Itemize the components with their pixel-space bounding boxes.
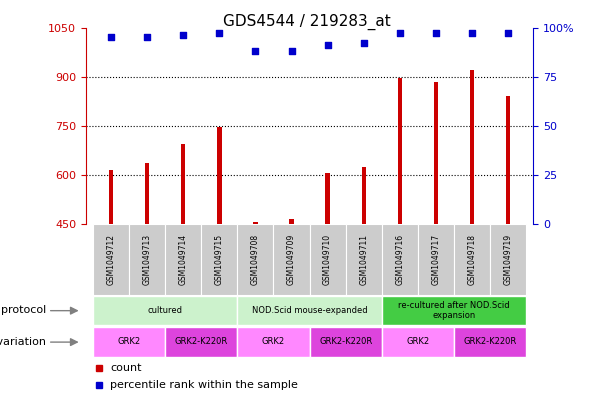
- Text: percentile rank within the sample: percentile rank within the sample: [110, 380, 299, 390]
- Bar: [253, 222, 257, 224]
- Bar: [237, 327, 310, 357]
- Bar: [217, 127, 221, 224]
- Text: GSM1049712: GSM1049712: [107, 234, 116, 285]
- Bar: [93, 224, 129, 295]
- Point: [106, 34, 116, 40]
- Point: [395, 30, 405, 37]
- Bar: [109, 170, 113, 224]
- Point: [287, 48, 297, 54]
- Text: GSM1049708: GSM1049708: [251, 234, 260, 285]
- Bar: [326, 173, 330, 224]
- Text: GSM1049713: GSM1049713: [143, 234, 151, 285]
- Point: [431, 30, 441, 37]
- Bar: [398, 78, 402, 224]
- Text: GSM1049717: GSM1049717: [432, 234, 440, 285]
- Text: GRK2: GRK2: [118, 338, 141, 346]
- Text: GSM1049714: GSM1049714: [179, 234, 188, 285]
- Bar: [166, 224, 201, 295]
- Bar: [454, 224, 490, 295]
- Bar: [145, 163, 150, 224]
- Text: GSM1049711: GSM1049711: [359, 234, 368, 285]
- Bar: [273, 224, 310, 295]
- Text: GSM1049718: GSM1049718: [468, 234, 476, 285]
- Bar: [382, 327, 454, 357]
- Bar: [201, 224, 237, 295]
- Bar: [93, 327, 166, 357]
- Bar: [382, 296, 526, 325]
- Point: [322, 42, 332, 48]
- Text: genotype/variation: genotype/variation: [0, 337, 46, 347]
- Bar: [237, 296, 382, 325]
- Bar: [166, 327, 237, 357]
- Bar: [362, 167, 366, 224]
- Bar: [346, 224, 382, 295]
- Point: [251, 48, 261, 54]
- Text: count: count: [110, 363, 142, 373]
- Point: [142, 34, 152, 40]
- Text: GSM1049710: GSM1049710: [323, 234, 332, 285]
- Text: GRK2: GRK2: [262, 338, 285, 346]
- Text: GSM1049719: GSM1049719: [503, 234, 512, 285]
- Bar: [181, 144, 185, 224]
- Bar: [490, 224, 526, 295]
- Text: NOD.Scid mouse-expanded: NOD.Scid mouse-expanded: [252, 306, 367, 315]
- Text: GRK2-K220R: GRK2-K220R: [463, 338, 517, 346]
- Text: protocol: protocol: [1, 305, 46, 316]
- Point: [215, 30, 224, 37]
- Text: GDS4544 / 219283_at: GDS4544 / 219283_at: [223, 14, 390, 30]
- Bar: [470, 70, 474, 224]
- Bar: [434, 82, 438, 224]
- Point: [359, 40, 368, 46]
- Bar: [418, 224, 454, 295]
- Bar: [289, 219, 294, 224]
- Text: re-cultured after NOD.Scid
expansion: re-cultured after NOD.Scid expansion: [398, 301, 510, 320]
- Bar: [454, 327, 526, 357]
- Text: GRK2: GRK2: [406, 338, 429, 346]
- Bar: [93, 296, 237, 325]
- Bar: [382, 224, 418, 295]
- Bar: [237, 224, 273, 295]
- Bar: [310, 224, 346, 295]
- Text: cultured: cultured: [148, 306, 183, 315]
- Text: GRK2-K220R: GRK2-K220R: [319, 338, 372, 346]
- Point: [503, 30, 513, 37]
- Point: [467, 30, 477, 37]
- Bar: [129, 224, 166, 295]
- Point: [178, 32, 188, 39]
- Text: GSM1049715: GSM1049715: [215, 234, 224, 285]
- Bar: [310, 327, 382, 357]
- Text: GSM1049716: GSM1049716: [395, 234, 405, 285]
- Bar: [506, 96, 510, 224]
- Text: GSM1049709: GSM1049709: [287, 234, 296, 285]
- Text: GRK2-K220R: GRK2-K220R: [175, 338, 228, 346]
